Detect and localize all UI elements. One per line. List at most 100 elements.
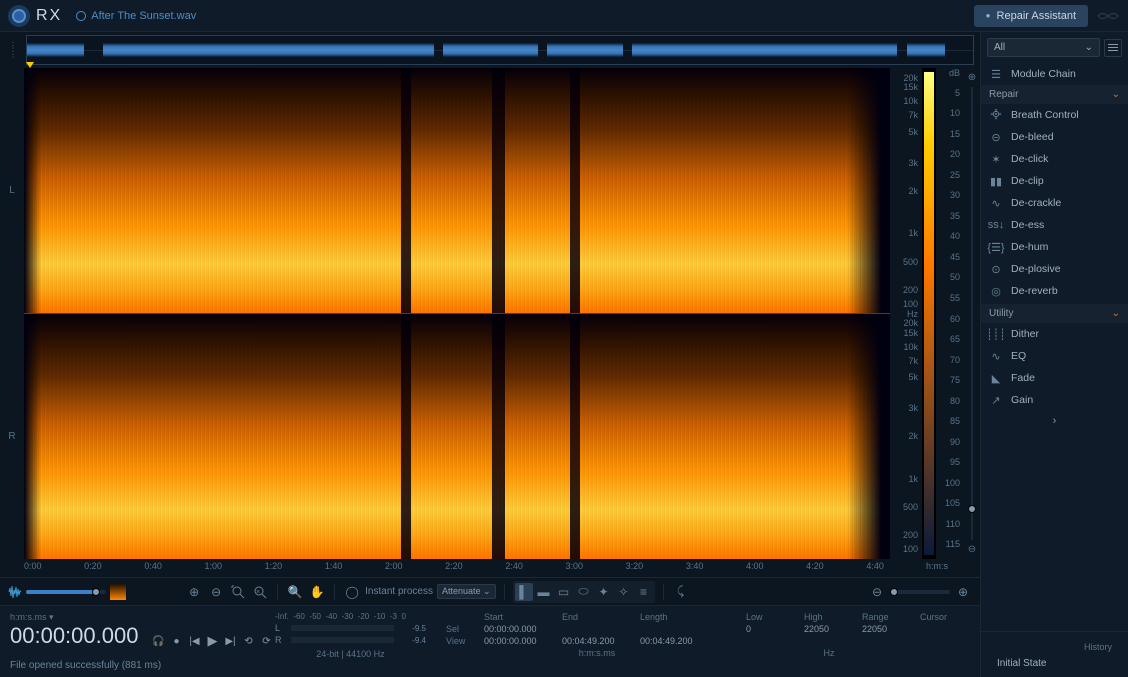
breath-icon: ᳀ — [989, 108, 1003, 122]
module-de-ess[interactable]: ss↓De-ess — [981, 214, 1128, 236]
sidebar-expand-icon[interactable]: › — [981, 411, 1128, 431]
file-tab[interactable]: After The Sunset.wav — [76, 10, 196, 22]
record-button[interactable]: ● — [168, 633, 184, 649]
module-de-crackle[interactable]: ∿De-crackle — [981, 192, 1128, 214]
brush-tool-icon[interactable]: ✧ — [615, 583, 633, 601]
history-item[interactable]: Initial State — [989, 656, 1120, 671]
freq-tick: 15k — [903, 82, 918, 92]
module-label: EQ — [1011, 350, 1026, 362]
sel-row-view: View — [446, 636, 476, 646]
deselect-tool-icon[interactable]: ⤹ — [672, 583, 690, 601]
sel-view-end[interactable]: 00:04:49.200 — [562, 636, 632, 646]
module-chain-label: Module Chain — [1011, 68, 1076, 80]
channel-l-label: L — [0, 68, 24, 314]
loop-button[interactable]: ⟲ — [240, 633, 256, 649]
section-repair[interactable]: Repair⌄ — [981, 85, 1128, 104]
view-blend-slider[interactable] — [26, 590, 106, 594]
sel-hdr-low: Low — [746, 612, 796, 622]
time-tick: 0:00 — [24, 561, 42, 571]
module-sidebar: All⌄ ☰ Module Chain Repair⌄ ᳀Breath Cont… — [980, 32, 1128, 677]
play-button[interactable]: ▶ — [204, 633, 220, 649]
module-label: De-hum — [1011, 241, 1048, 253]
db-tick: 100 — [945, 478, 960, 488]
wand-tool-icon[interactable]: ✦ — [595, 583, 613, 601]
module-dither[interactable]: ┊┊┊Dither — [981, 323, 1128, 345]
bottom-panel: h:m:s.ms ▾ 00:00:00.000 🎧 ● |◀ ▶ ▶| ⟲ ⟳ — [0, 605, 980, 677]
bars-icon: ▮▮ — [989, 174, 1003, 188]
module-fade[interactable]: ◣Fade — [981, 367, 1128, 389]
db-tick: 15 — [950, 129, 960, 139]
freq-tick: 3k — [908, 403, 918, 413]
freq-select-tool-icon[interactable]: ▭ — [555, 583, 573, 601]
zoom-reset-icon[interactable]: × — [251, 583, 269, 601]
zoom-out-icon[interactable]: ⊖ — [968, 544, 976, 555]
module-breath-control[interactable]: ᳀Breath Control — [981, 104, 1128, 126]
section-utility[interactable]: Utility⌄ — [981, 304, 1128, 323]
overview-handle-icon[interactable]: ⋮⋮ — [4, 41, 22, 59]
meter-l-bar — [291, 625, 394, 631]
module-de-clip[interactable]: ▮▮De-clip — [981, 170, 1128, 192]
module-de-hum[interactable]: {☰} De-hum — [981, 236, 1128, 258]
sel-hdr-range: Range — [862, 612, 912, 622]
sel-view-start[interactable]: 00:00:00.000 — [484, 636, 554, 646]
module-chain-item[interactable]: ☰ Module Chain — [981, 63, 1128, 85]
spectrogram-view-icon[interactable] — [110, 584, 126, 600]
headphones-icon[interactable]: 🎧 — [150, 633, 166, 649]
module-filter-select[interactable]: All⌄ — [987, 38, 1100, 57]
sel-sel-end[interactable] — [562, 624, 632, 634]
zoom-tool-icon[interactable]: 🔍 — [286, 583, 304, 601]
meter-l-value: -9.5 — [400, 624, 426, 633]
db-tick: 70 — [950, 355, 960, 365]
spectrogram-view[interactable]: L R 20k15k10k7k5k3k2k1k50020010020k15k10… — [0, 68, 980, 559]
freq-tick: 2k — [908, 186, 918, 196]
time-select-tool-icon[interactable]: ▌ — [515, 583, 533, 601]
meter-r-bar — [291, 637, 394, 643]
sel-row-sel: Sel — [446, 624, 476, 634]
rewind-button[interactable]: |◀ — [186, 633, 202, 649]
freq-tick: 1k — [908, 228, 918, 238]
sel-view-length[interactable]: 00:04:49.200 — [640, 636, 710, 646]
hzoom-in-icon[interactable]: ⊕ — [954, 583, 972, 601]
hum-icon: {☰} — [989, 240, 1003, 254]
overview-strip[interactable]: ⋮⋮ — [0, 32, 980, 68]
time-format-label[interactable]: h:m:s.ms ▾ — [10, 612, 138, 623]
harmonics-tool-icon[interactable]: ≡ — [635, 583, 653, 601]
hand-tool-icon[interactable]: ✋ — [308, 583, 326, 601]
module-de-bleed[interactable]: ⊝De-bleed — [981, 126, 1128, 148]
module-de-click[interactable]: ✶De-click — [981, 148, 1128, 170]
module-gain[interactable]: ↗Gain — [981, 389, 1128, 411]
sel-sel-start[interactable]: 00:00:00.000 — [484, 624, 554, 634]
hzoom-slider[interactable] — [890, 590, 950, 594]
freq-high[interactable]: 22050 — [804, 624, 854, 634]
zoom-out-time-icon[interactable]: ⊖ — [207, 583, 225, 601]
db-tick: 90 — [950, 437, 960, 447]
instant-process-toggle-icon[interactable]: ◯ — [343, 583, 361, 601]
play-selection-button[interactable]: ▶| — [222, 633, 238, 649]
status-message: File opened successfully (881 ms) — [10, 660, 255, 671]
spectrogram-canvas[interactable] — [24, 68, 890, 559]
module-de-reverb[interactable]: ◎De-reverb — [981, 280, 1128, 302]
module-de-plosive[interactable]: ⊙De-plosive — [981, 258, 1128, 280]
menu-icon[interactable] — [1104, 39, 1122, 57]
module-eq[interactable]: ∿EQ — [981, 345, 1128, 367]
selection-info-grid: Start End Length Low High Range Cursor S… — [436, 606, 980, 677]
sel-sel-length[interactable] — [640, 624, 710, 634]
waveform-view-icon[interactable] — [8, 584, 22, 600]
freq-low[interactable]: 0 — [746, 624, 796, 634]
sel-hdr-high: High — [804, 612, 854, 622]
playhead-marker-icon[interactable] — [26, 62, 34, 68]
timefreq-select-tool-icon[interactable]: ▬ — [535, 583, 553, 601]
zoom-in-icon[interactable]: ⊕ — [968, 72, 976, 83]
instant-mode-select[interactable]: Attenuate ⌄ — [437, 584, 496, 599]
lasso-tool-icon[interactable]: ⬭ — [575, 583, 593, 601]
repair-assistant-button[interactable]: Repair Assistant — [974, 5, 1088, 27]
freq-cursor — [920, 624, 970, 634]
freq-tick: 2k — [908, 431, 918, 441]
overview-waveform-left[interactable] — [26, 35, 974, 65]
hzoom-out-icon[interactable]: ⊖ — [868, 583, 886, 601]
time-tick: 3:00 — [565, 561, 583, 571]
zoom-in-time-icon[interactable]: ⊕ — [185, 583, 203, 601]
zoom-selection-icon[interactable] — [229, 583, 247, 601]
freq-range[interactable]: 22050 — [862, 624, 912, 634]
db-range-slider[interactable]: ⊕ ⊖ — [964, 68, 980, 559]
